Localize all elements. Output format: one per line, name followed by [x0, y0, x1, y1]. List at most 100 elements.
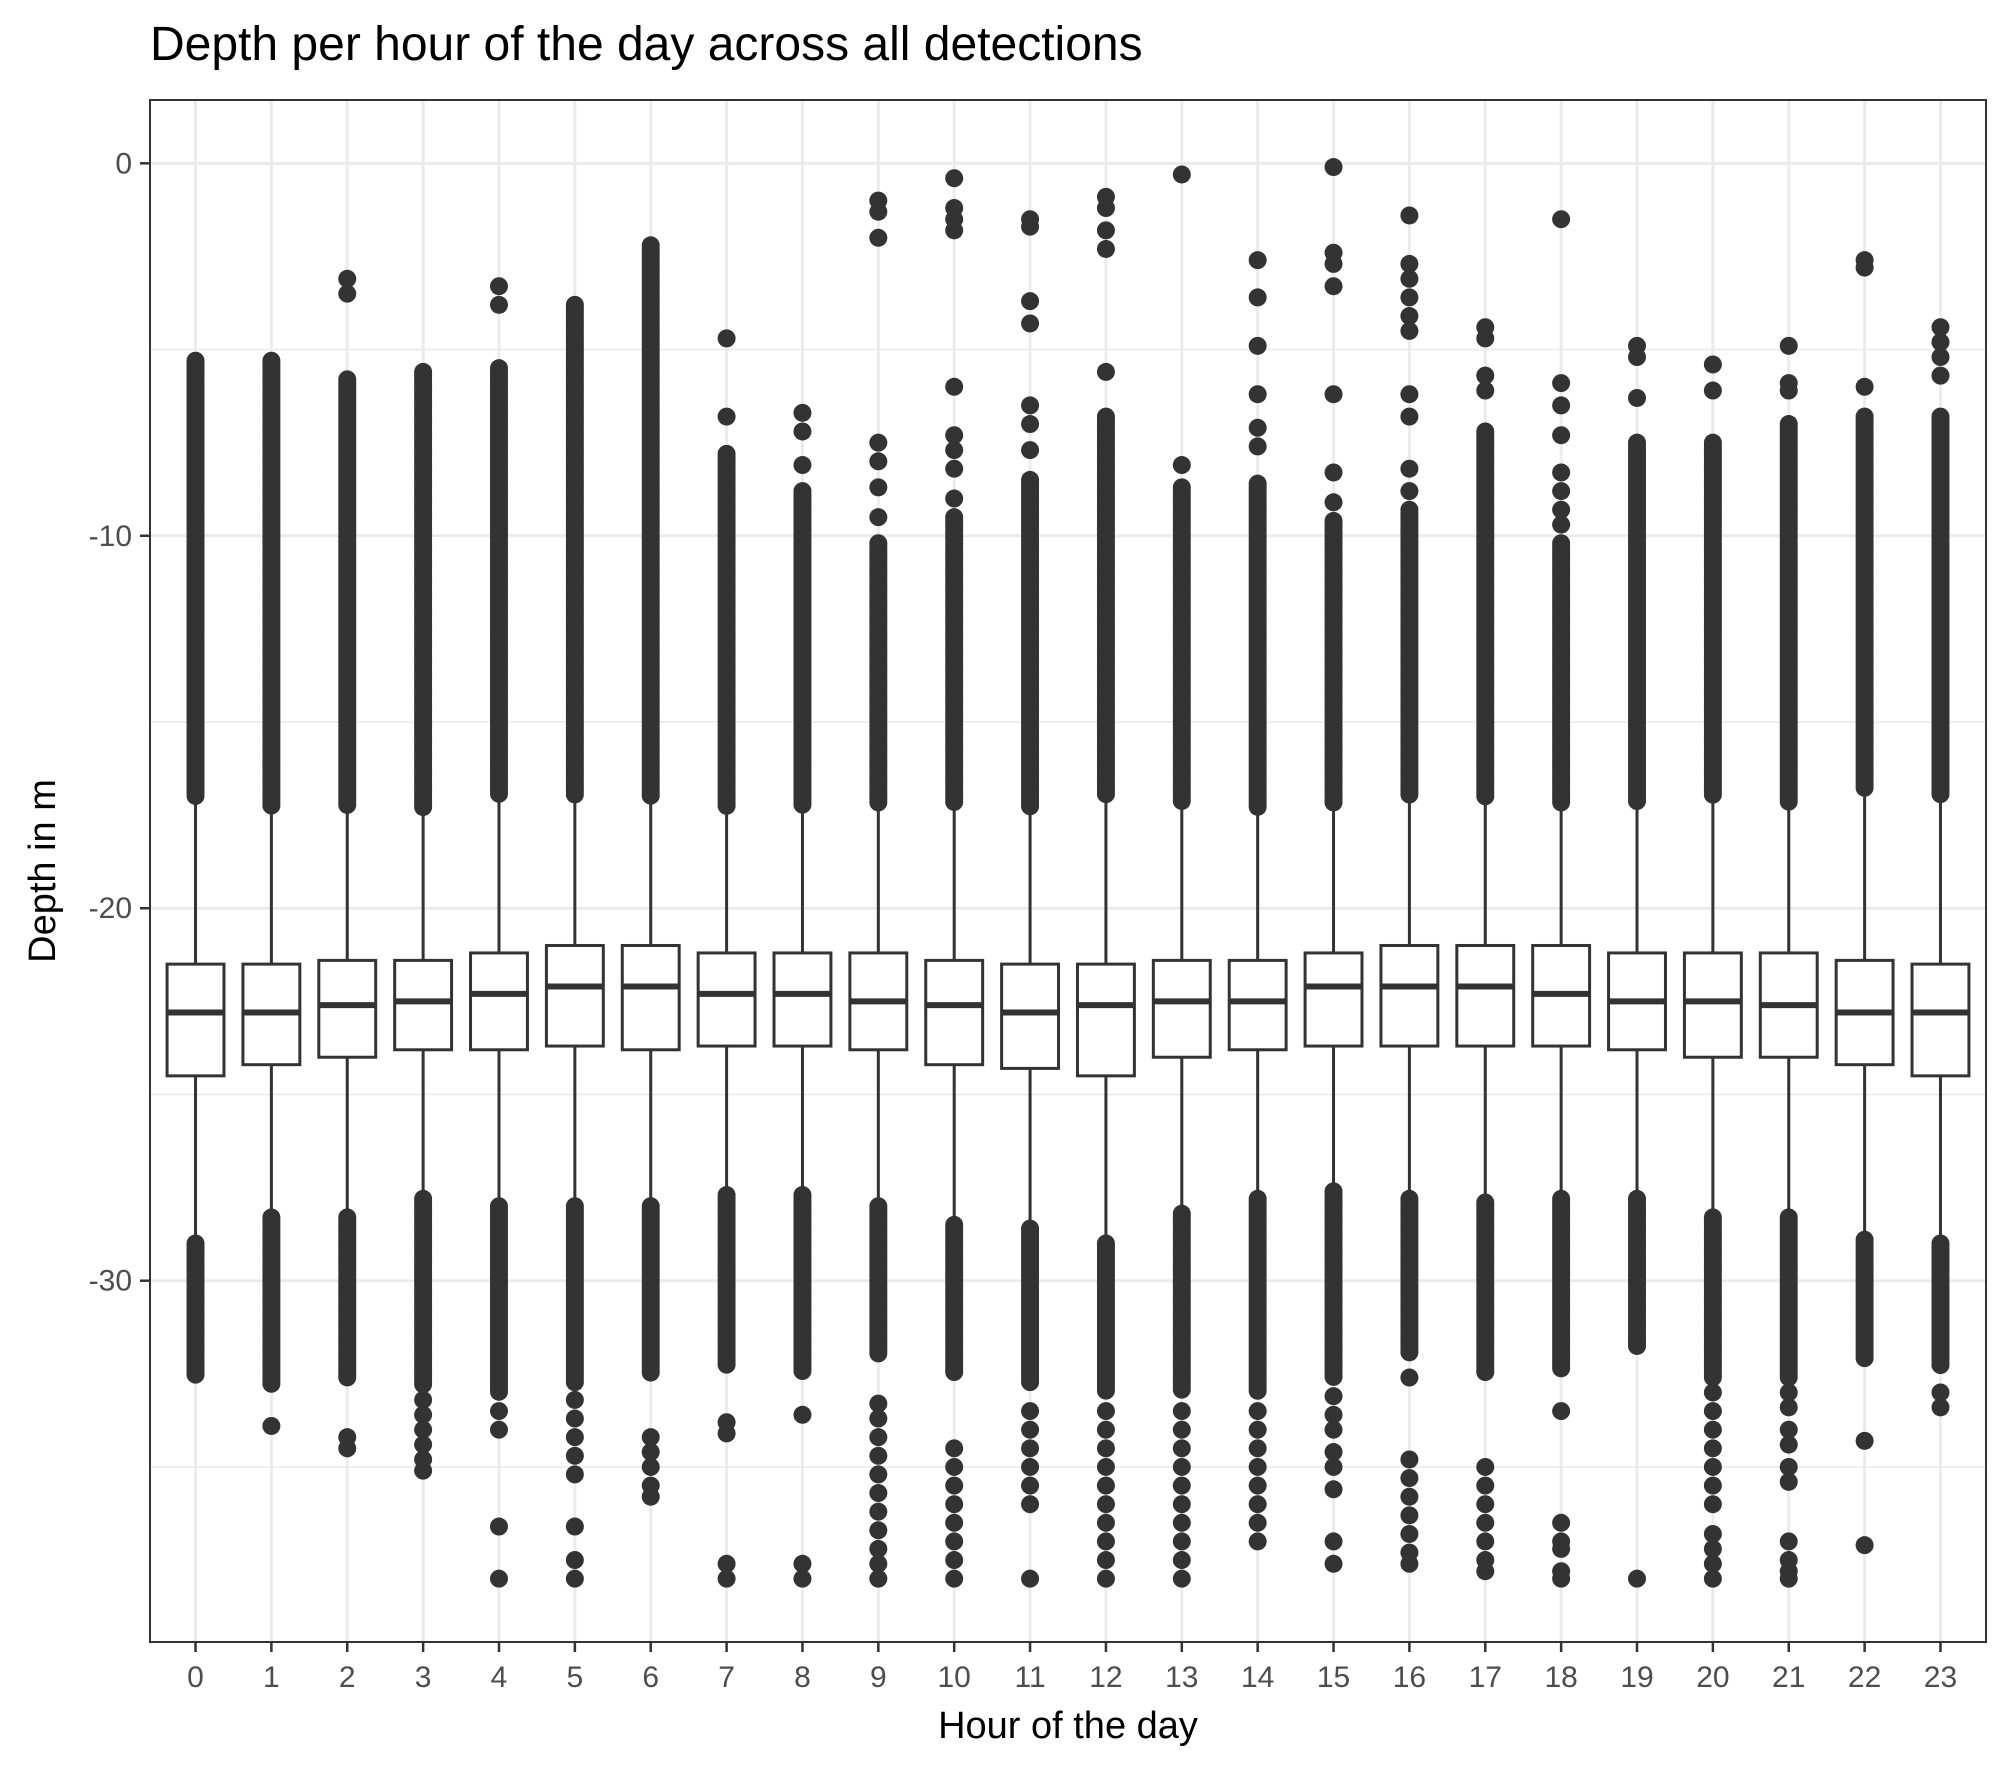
outlier-point	[1400, 254, 1419, 273]
outlier-point	[1324, 254, 1343, 273]
outlier-point	[565, 1373, 584, 1392]
outlier-point	[1248, 1402, 1267, 1421]
outlier-point	[869, 1394, 888, 1413]
outlier-point	[1172, 791, 1191, 810]
x-tick-label: 17	[1469, 1661, 1502, 1694]
outlier-point	[1324, 1405, 1343, 1424]
outlier-point	[1552, 1359, 1571, 1378]
outlier-point	[869, 228, 888, 247]
outlier-point	[641, 1443, 660, 1462]
outlier-point	[1172, 1457, 1191, 1476]
outlier-point	[793, 1569, 812, 1588]
outlier-point	[1021, 396, 1040, 415]
outlier-point	[1096, 1381, 1115, 1400]
box-iqr	[924, 958, 985, 1067]
outlier-point	[338, 269, 357, 288]
outlier-point	[489, 1382, 508, 1401]
outlier-point	[869, 1446, 888, 1465]
outlier-point	[565, 1517, 584, 1536]
outlier-point	[1703, 1420, 1722, 1439]
outlier-point	[641, 786, 660, 805]
outlier-point	[793, 1405, 812, 1424]
outlier-point	[1248, 288, 1267, 307]
outlier-point	[1324, 385, 1343, 404]
outlier-point	[1096, 1532, 1115, 1551]
box-hour-18	[1531, 210, 1592, 1588]
x-tick-label: 0	[187, 1661, 204, 1694]
outlier-point	[1703, 1476, 1722, 1495]
x-tick-label: 5	[567, 1661, 584, 1694]
outlier-point	[1400, 1506, 1419, 1525]
x-tick-label: 4	[491, 1661, 508, 1694]
outlier-point	[1172, 1551, 1191, 1570]
box-iqr	[620, 943, 681, 1052]
outlier-point	[1931, 785, 1950, 804]
outlier-point	[1096, 785, 1115, 804]
outlier-point	[1855, 258, 1874, 277]
outlier-point	[717, 1569, 736, 1588]
outlier-point	[1248, 336, 1267, 355]
outlier-point	[1779, 1532, 1798, 1551]
box-hour-4	[469, 277, 529, 1588]
outlier-point	[793, 795, 812, 814]
outlier-point	[565, 1390, 584, 1409]
outlier-point	[1779, 1368, 1798, 1387]
x-tick-label: 19	[1620, 1661, 1653, 1694]
outlier-point	[1552, 793, 1571, 812]
outlier-point	[1476, 1457, 1495, 1476]
box-hour-2	[317, 269, 378, 1458]
outlier-point	[414, 798, 433, 817]
box-iqr	[544, 943, 605, 1048]
x-tick-label: 1	[263, 1661, 280, 1694]
outlier-point	[1324, 1367, 1343, 1386]
outlier-point	[945, 441, 964, 460]
outlier-point	[1779, 792, 1798, 811]
outlier-point	[1779, 1457, 1798, 1476]
outlier-point	[1096, 1551, 1115, 1570]
outlier-point	[1248, 1476, 1267, 1495]
outlier-point	[1324, 158, 1343, 177]
box-iqr	[1151, 958, 1212, 1059]
outlier-point	[565, 1409, 584, 1428]
outlier-point	[1248, 1457, 1267, 1476]
outlier-point	[1703, 1368, 1722, 1387]
outlier-point	[489, 295, 508, 314]
outlier-point	[1400, 1450, 1419, 1469]
x-tick-label: 11	[1014, 1661, 1045, 1694]
outlier-point	[1931, 333, 1950, 352]
outlier-point	[1931, 1383, 1950, 1402]
outlier-point	[1400, 269, 1419, 288]
outlier-point	[1552, 1539, 1571, 1558]
outlier-point	[1324, 1420, 1343, 1439]
x-tick-label: 12	[1089, 1661, 1122, 1694]
outlier-point	[489, 277, 508, 296]
outlier-point	[1703, 355, 1722, 374]
outlier-point	[262, 1416, 281, 1435]
outlier-point	[1855, 1536, 1874, 1555]
y-tick-label: -30	[89, 1265, 132, 1298]
x-tick-label: 6	[642, 1661, 659, 1694]
outlier-point	[1248, 1513, 1267, 1532]
outlier-point	[869, 1428, 888, 1447]
outlier-point	[1400, 785, 1419, 804]
outlier-point	[1703, 1569, 1722, 1588]
outlier-point	[641, 1487, 660, 1506]
outlier-point	[717, 407, 736, 426]
outlier-point	[1552, 463, 1571, 482]
outlier-point	[489, 1420, 508, 1439]
outlier-point	[1855, 1349, 1874, 1368]
outlier-point	[1021, 1569, 1040, 1588]
outlier-point	[717, 796, 736, 815]
outlier-point	[641, 1363, 660, 1382]
box-iqr	[1455, 943, 1516, 1048]
outlier-point	[338, 795, 357, 814]
outlier-point	[1703, 785, 1722, 804]
box-hour-19	[1607, 336, 1667, 1588]
outlier-point	[1248, 418, 1267, 437]
outlier-point	[869, 1409, 888, 1428]
x-tick-label: 16	[1393, 1661, 1426, 1694]
outlier-point	[1248, 385, 1267, 404]
outlier-point	[945, 1363, 964, 1382]
x-tick-label: 21	[1772, 1661, 1805, 1694]
box-hour-17	[1455, 318, 1516, 1581]
